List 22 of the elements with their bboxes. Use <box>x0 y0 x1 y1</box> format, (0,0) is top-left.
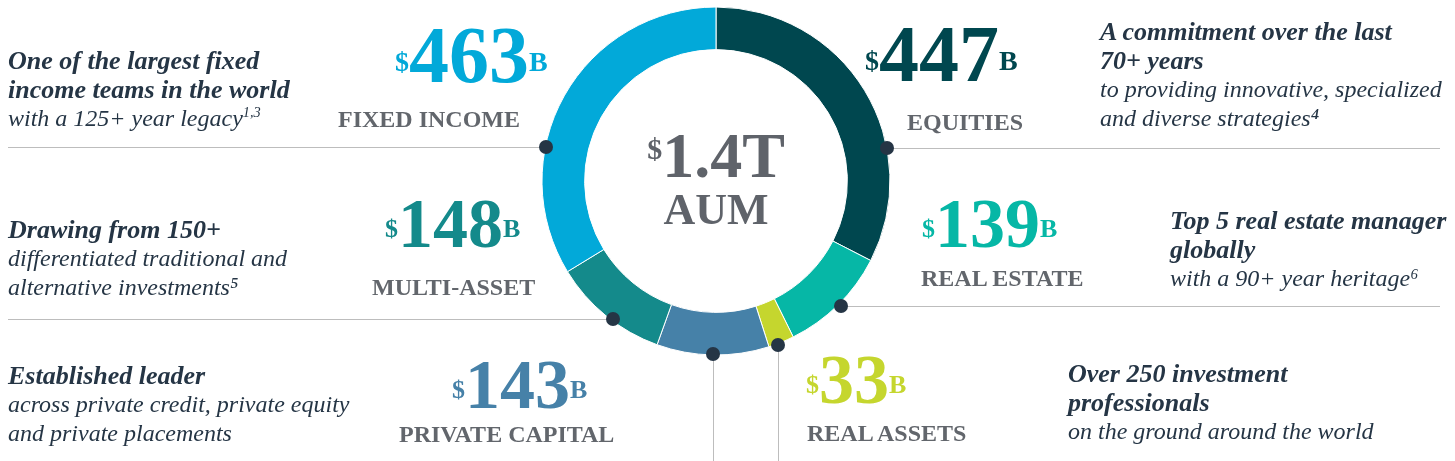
text: Over 250 investment professionals <box>1068 358 1288 417</box>
slice-label: REAL ESTATE <box>921 264 1084 291</box>
slice-label: MULTI-ASSET <box>372 273 536 300</box>
data-label: $^{$}$139$^{B}$ <box>922 185 1058 263</box>
data-label: $^{$}$463$^{B}$ <box>395 11 548 99</box>
text: A commitment over the last 70+ years <box>1100 16 1392 75</box>
text: with a 125+ year legacy$^{1,3}$ <box>8 104 261 134</box>
text: Established leader <box>8 360 206 390</box>
data-label: $^{$}$33$^{B}$ <box>806 341 907 419</box>
text: One of the largest fixed income teams in the world <box>8 45 290 104</box>
text: across private credit, private equity and private placements <box>8 390 350 449</box>
data-label: $^{$}$148$^{B}$ <box>385 185 521 263</box>
text: Drawing from 150+ <box>8 214 221 244</box>
slice-label: FIXED INCOME <box>338 105 521 132</box>
text: Top 5 real estate manager globally <box>1170 205 1447 264</box>
slice-label: REAL ASSETS <box>807 419 967 446</box>
data-label: $^{$}$447$^{B}$ <box>865 10 1018 98</box>
text: to providing innovative, specialized and diverse strategies⁴ <box>1100 75 1442 134</box>
text: with a 90+ year heritage⁶ <box>1170 264 1419 294</box>
text: differentiated traditional and alternative investments⁵ <box>8 244 288 303</box>
slice-label: EQUITIES <box>907 108 1024 135</box>
text: on the ground around the world <box>1068 417 1374 447</box>
